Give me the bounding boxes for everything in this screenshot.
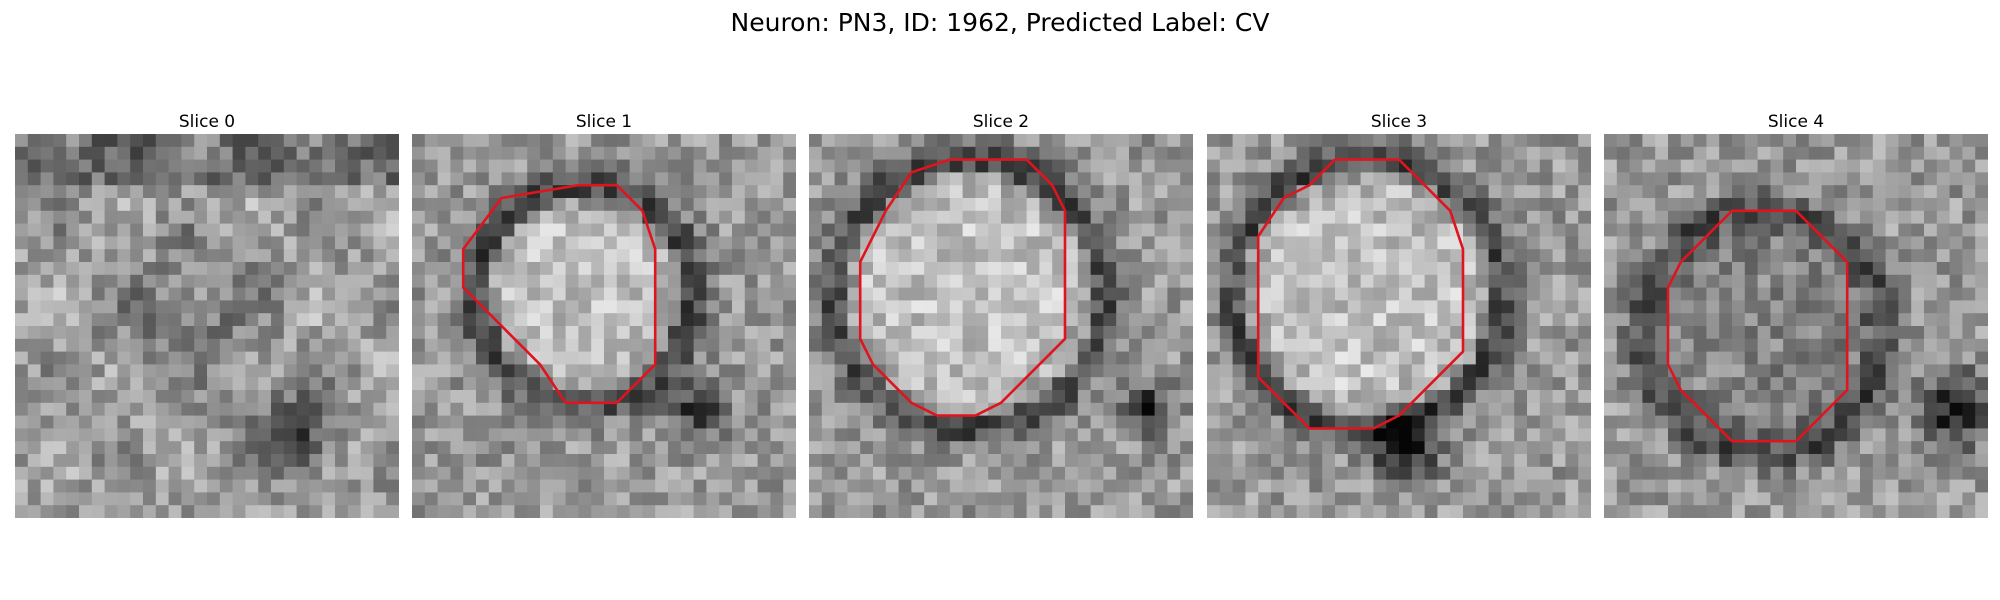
slice-image-1 bbox=[412, 134, 796, 518]
slice-title: Slice 3 bbox=[1370, 112, 1428, 132]
slice-image-3 bbox=[1207, 134, 1591, 518]
slice-title: Slice 4 bbox=[1767, 112, 1825, 132]
slice-panel-0: Slice 0 bbox=[15, 110, 399, 518]
contour-outline bbox=[1256, 158, 1465, 430]
contour-outline bbox=[1666, 209, 1849, 443]
slice-image-2 bbox=[809, 134, 1193, 518]
slice-title: Slice 2 bbox=[972, 112, 1030, 132]
slice-image-4 bbox=[1604, 134, 1988, 518]
slice-panel-3: Slice 3 bbox=[1207, 110, 1591, 518]
contour-outline bbox=[858, 158, 1067, 417]
slice-title: Slice 1 bbox=[575, 112, 633, 132]
slice-title: Slice 0 bbox=[178, 112, 236, 132]
contour-outline bbox=[461, 183, 657, 405]
slice-panel-4: Slice 4 bbox=[1604, 110, 1988, 518]
slice-panel-1: Slice 1 bbox=[412, 110, 796, 518]
slice-panel-2: Slice 2 bbox=[809, 110, 1193, 518]
figure-title: Neuron: PN3, ID: 1962, Predicted Label: … bbox=[730, 8, 1270, 37]
slice-image-0 bbox=[15, 134, 399, 518]
